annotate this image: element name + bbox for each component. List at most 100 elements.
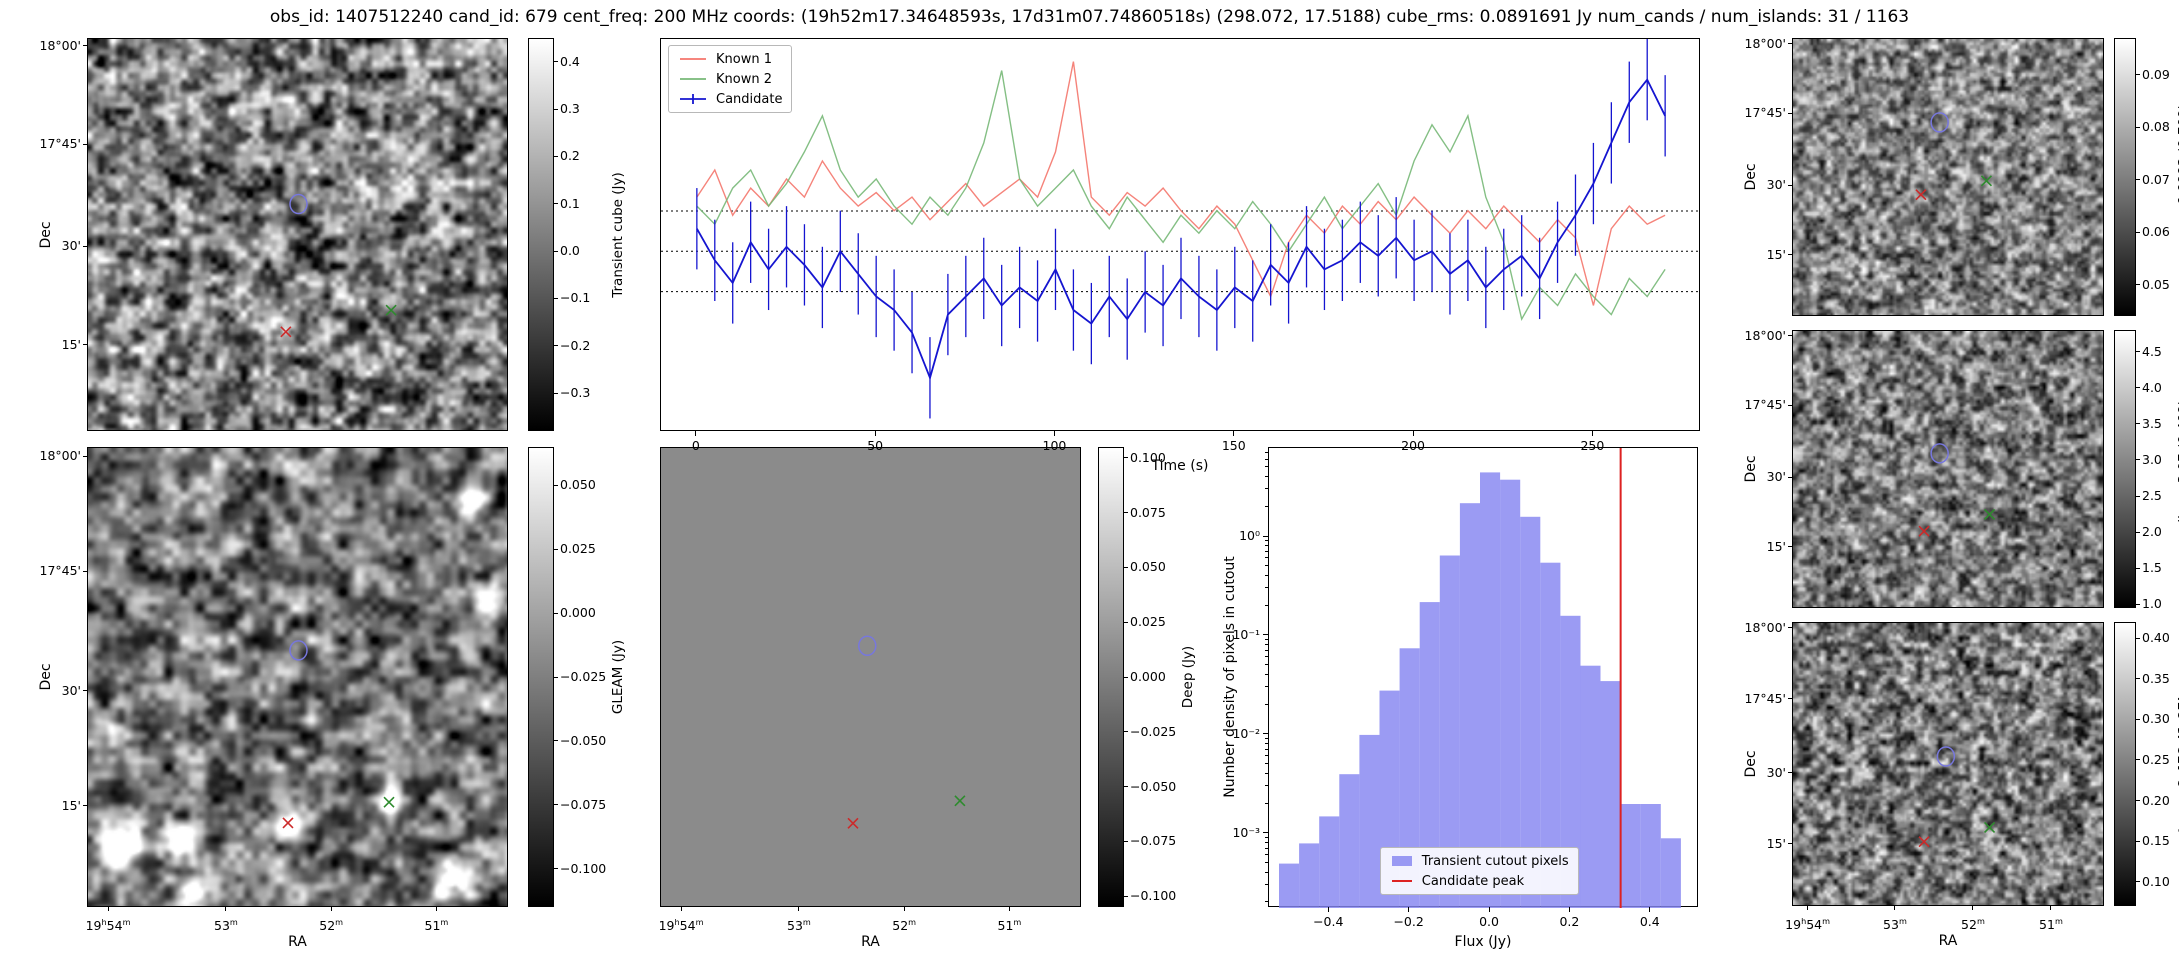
tick-mark (2136, 459, 2140, 461)
flux-tick-label: −0.4 (1313, 914, 1344, 929)
colorbar-tick-label: 0.000 (560, 605, 596, 621)
tick-mark (2050, 906, 2052, 910)
colorbar-tick-label: −0.100 (560, 860, 607, 876)
tick-mark (1265, 737, 1268, 739)
ra-axis-label: RA (288, 934, 307, 950)
tick-mark (1788, 43, 1792, 45)
tick-mark (1265, 802, 1268, 804)
histogram-bar (1540, 562, 1561, 908)
dec-axis-label: Dec (38, 663, 54, 691)
dec-tick-label: 30' (1766, 469, 1786, 485)
tick-mark (554, 155, 558, 157)
tick-mark (1265, 862, 1268, 864)
dec-tick-label: 17°45' (39, 136, 82, 152)
rms-colorbar-label: rms = 0.0992 (0.709) (2176, 103, 2179, 251)
histogram-bar (1520, 516, 1541, 908)
time-tick-label: 250 (1580, 438, 1605, 453)
tick-mark (1265, 772, 1268, 774)
colorbar-tick-label: 0.07 (2142, 171, 2170, 187)
tick-mark (1807, 906, 1809, 910)
tick-mark (554, 345, 558, 347)
legend-label: Candidate peak (1421, 873, 1525, 889)
tick-mark (1265, 574, 1268, 576)
dec-tick-label: 18°00' (1744, 619, 1787, 635)
known1-position-marker (280, 326, 292, 338)
known1-position-marker (1918, 836, 1930, 848)
tick-mark (554, 392, 558, 394)
colorbar-tick-label: 0.25 (2142, 751, 2170, 767)
tick-mark (1649, 907, 1651, 912)
tick-mark (1124, 457, 1128, 459)
tick-mark (1788, 404, 1792, 406)
tick-mark (1788, 476, 1792, 478)
gleam-colorbar (528, 447, 554, 907)
tick-mark (2136, 351, 2140, 353)
dec-tick-label: 30' (61, 682, 81, 698)
colorbar-tick-label: 0.025 (1130, 614, 1166, 630)
tick-mark (1265, 673, 1268, 675)
dec-axis-label: Dec (1743, 163, 1759, 191)
tick-mark (554, 108, 558, 110)
known1-lightcurve (696, 61, 1666, 306)
histogram-bar (1439, 555, 1460, 908)
time-tick-label: 150 (1221, 438, 1246, 453)
tick-mark (1265, 540, 1268, 542)
tick-mark (2136, 759, 2140, 761)
legend-entry: Known 2 (678, 69, 782, 89)
tick-mark (83, 805, 87, 807)
colorbar-tick-label: 0.2 (560, 148, 580, 164)
tick-mark (2136, 495, 2140, 497)
flux-tick-label: 0.4 (1639, 914, 1660, 929)
flux-tick-label: −0.2 (1393, 914, 1424, 929)
deep-cutout-image (661, 448, 1080, 906)
colorbar-tick-label: 0.40 (2142, 630, 2170, 646)
known2-position-marker (1983, 508, 1996, 521)
deep-colorbar (1098, 447, 1124, 907)
dec-tick-label: 15' (61, 797, 81, 813)
tick-mark (2136, 800, 2140, 801)
ra-tick-label: 53m (787, 917, 811, 934)
deep-colorbar-label: Deep (Jy) (1180, 645, 1196, 709)
ra-axis-label: RA (1938, 933, 1958, 949)
spike-image (1793, 331, 2103, 607)
hist-y-tick-label: 10⁻¹ (1232, 626, 1260, 642)
colorbar-tick-label: −0.075 (1130, 833, 1177, 849)
flux-tick-label: 0.2 (1559, 914, 1580, 929)
lightcurve-legend: Known 1 Known 2 Candidate (668, 45, 793, 113)
colorbar-tick-label: −0.3 (560, 385, 591, 401)
known2-position-marker (1983, 821, 1996, 834)
tcg-panel (1792, 622, 2104, 906)
dec-tick-label: 18°00' (39, 448, 82, 464)
histogram-bar (1359, 734, 1380, 908)
tick-mark (1265, 458, 1268, 460)
spike-markers (1918, 443, 1996, 537)
tick-mark (1591, 431, 1593, 436)
tick-mark (680, 907, 682, 911)
known2-position-marker (385, 304, 397, 316)
tick-mark (330, 907, 332, 911)
gleam-cutout-markers (282, 640, 395, 829)
tick-mark (1263, 733, 1268, 735)
colorbar-tick-label: 0.15 (2142, 833, 2170, 849)
dec-tick-label: 18°00' (1744, 327, 1787, 343)
histogram-bar (1279, 863, 1300, 908)
tick-mark (1265, 587, 1268, 589)
flux-axis-label: Flux (Jy) (1454, 934, 1512, 950)
tick-mark (1265, 565, 1268, 567)
ra-axis-label: RA (861, 934, 880, 950)
dec-tick-label: 17°45' (1744, 690, 1787, 706)
histogram-bar (1620, 804, 1641, 908)
tick-mark (1788, 772, 1792, 774)
legend-label: Transient cutout pixels (1421, 853, 1569, 869)
colorbar-tick-label: −0.025 (560, 669, 607, 684)
colorbar-tick-label: 0.025 (560, 541, 596, 557)
tick-mark (1124, 566, 1128, 568)
ra-tick-label: 19h54m (658, 917, 704, 934)
tick-mark (435, 907, 437, 911)
tcg-colorbar-label: tcg = 0.459 (1.05) (2176, 695, 2179, 833)
colorbar-tick-label: 0.4 (560, 53, 580, 69)
histogram-bar (1399, 648, 1420, 908)
rms-image (1793, 39, 2103, 315)
dec-tick-label: 30' (1766, 177, 1786, 193)
tick-mark (1265, 847, 1268, 849)
